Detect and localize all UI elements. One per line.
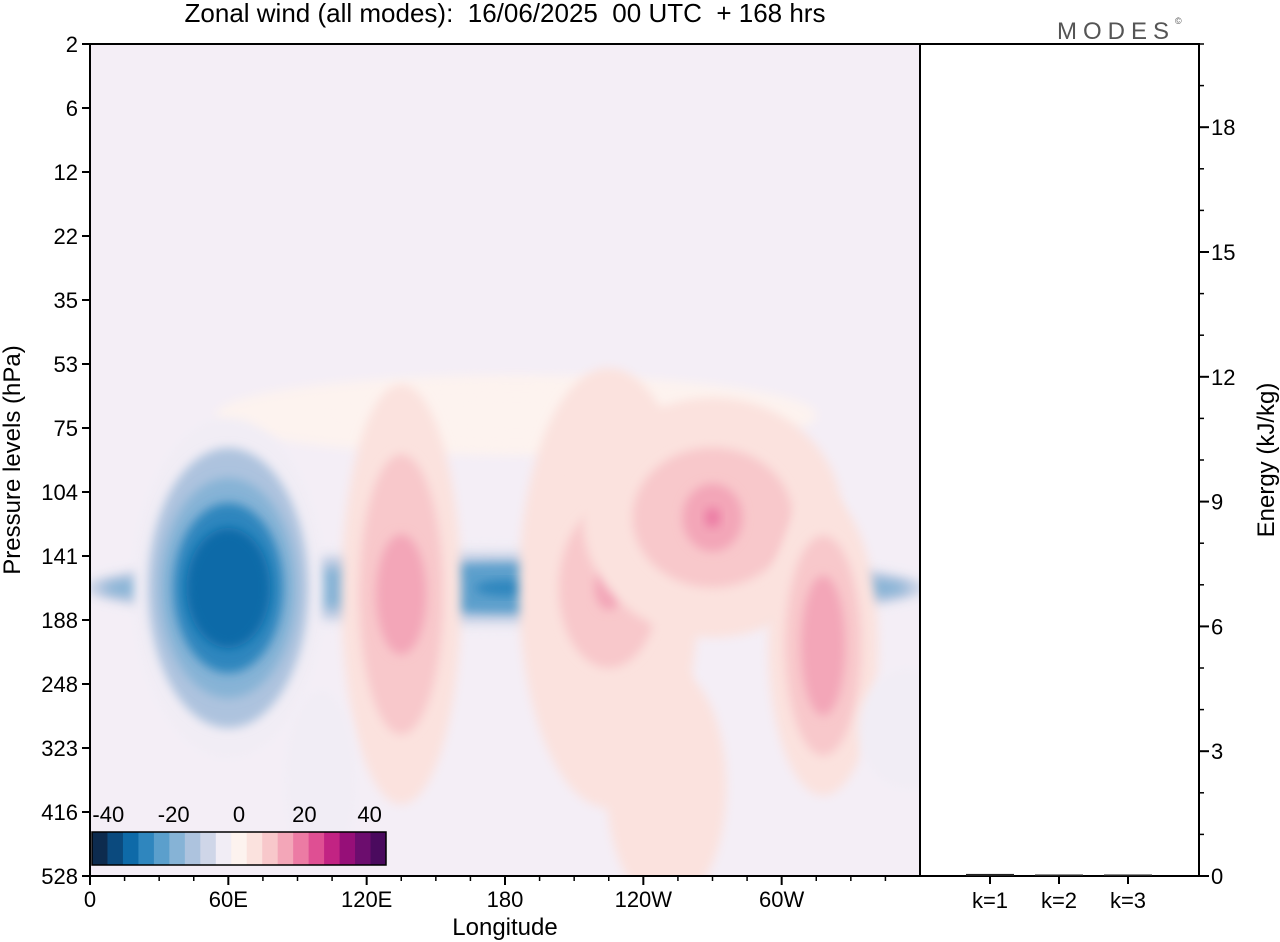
colorbar-swatch xyxy=(370,832,387,865)
logo-text: MODES xyxy=(1057,18,1176,45)
x-tick-label: 60W xyxy=(759,887,804,912)
y-tick-label: 12 xyxy=(54,160,78,185)
colorbar-swatch xyxy=(200,832,217,865)
x-tick-label: 0 xyxy=(84,887,96,912)
colorbar-swatch xyxy=(169,832,186,865)
x-tick-label: 60E xyxy=(209,887,248,912)
energy-plot-frame xyxy=(919,43,1200,877)
contour-band xyxy=(376,534,427,655)
colorbar-frame xyxy=(91,831,387,866)
y-tick-label: 75 xyxy=(54,416,78,441)
logo-mark: © xyxy=(1175,16,1182,26)
colorbar-swatch xyxy=(231,832,248,865)
y-tick-label: 141 xyxy=(41,544,78,569)
y-tick-label: 104 xyxy=(41,480,78,505)
energy-category-label: k=2 xyxy=(1041,888,1077,913)
contour-band xyxy=(704,507,721,528)
colorbar-swatch xyxy=(293,832,310,865)
colorbar-tick-label: -20 xyxy=(158,802,190,827)
energy-bar xyxy=(1104,874,1152,876)
energy-category-label: k=1 xyxy=(972,888,1008,913)
y-axis-title: Pressure levels (hPa) xyxy=(0,345,26,574)
colorbar-swatch xyxy=(92,832,108,865)
colorbar-tick-label: 20 xyxy=(292,802,316,827)
energy-bar xyxy=(1035,874,1083,876)
energy-tick-label: 0 xyxy=(1211,864,1223,889)
contour-band xyxy=(606,666,727,876)
energy-tick-label: 18 xyxy=(1211,115,1235,140)
y-tick-label: 528 xyxy=(41,864,78,889)
colorbar-swatch xyxy=(184,832,201,865)
colorbar-swatch xyxy=(339,832,356,865)
x-tick-label: 180 xyxy=(487,887,524,912)
colorbar-swatch xyxy=(153,832,170,865)
colorbar-swatch xyxy=(138,832,155,865)
y-tick-label: 248 xyxy=(41,672,78,697)
contour-band xyxy=(801,575,846,716)
colorbar-tick-label: 0 xyxy=(233,802,245,827)
colorbar-swatch xyxy=(246,832,263,865)
colorbar-tick-label: -40 xyxy=(92,802,124,827)
colorbar-swatch xyxy=(215,832,232,865)
x-tick-label: 120W xyxy=(615,887,673,912)
energy-bar xyxy=(966,873,1014,876)
energy-bars: 0 3 6 9 12 15 18 k=1 k=2 k=3 xyxy=(966,43,1235,913)
x-tick-label: 120E xyxy=(341,887,392,912)
y-tick-label: 35 xyxy=(54,288,78,313)
y-tick-label: 22 xyxy=(54,224,78,249)
energy-tick-label: 3 xyxy=(1211,739,1223,764)
y-tick-label: 188 xyxy=(41,608,78,633)
y-tick-label: 53 xyxy=(54,352,78,377)
y-tick-label: 323 xyxy=(41,736,78,761)
colorbar: -40 -20 0 20 40 xyxy=(91,802,387,866)
contour-band xyxy=(858,668,920,789)
colorbar-swatch xyxy=(277,832,294,865)
colorbar-swatch xyxy=(107,832,124,865)
y-tick-label: 416 xyxy=(41,800,78,825)
energy-axis-title: Energy (kJ/kg) xyxy=(1253,383,1280,538)
energy-tick-label: 6 xyxy=(1211,614,1223,639)
energy-tick-label: 15 xyxy=(1211,240,1235,265)
x-axis-title: Longitude xyxy=(452,914,557,941)
y-tick-label: 2 xyxy=(66,32,78,57)
colorbar-tick-label: 40 xyxy=(357,802,381,827)
contour-band xyxy=(186,528,271,648)
colorbar-swatch xyxy=(308,832,325,865)
colorbar-swatch xyxy=(324,832,341,865)
energy-category-label: k=3 xyxy=(1110,888,1146,913)
y-tick-label: 6 xyxy=(66,96,78,121)
energy-tick-label: 9 xyxy=(1211,490,1223,515)
colorbar-swatch xyxy=(122,832,139,865)
modes-logo: MODES© xyxy=(1057,16,1182,46)
colorbar-swatch xyxy=(262,832,279,865)
contour-band xyxy=(285,690,356,870)
heatmap-plot xyxy=(90,44,920,876)
energy-tick-label: 12 xyxy=(1211,365,1235,390)
colorbar-swatch xyxy=(355,832,372,865)
chart-title: Zonal wind (all modes): 16/06/2025 00 UT… xyxy=(184,0,826,28)
